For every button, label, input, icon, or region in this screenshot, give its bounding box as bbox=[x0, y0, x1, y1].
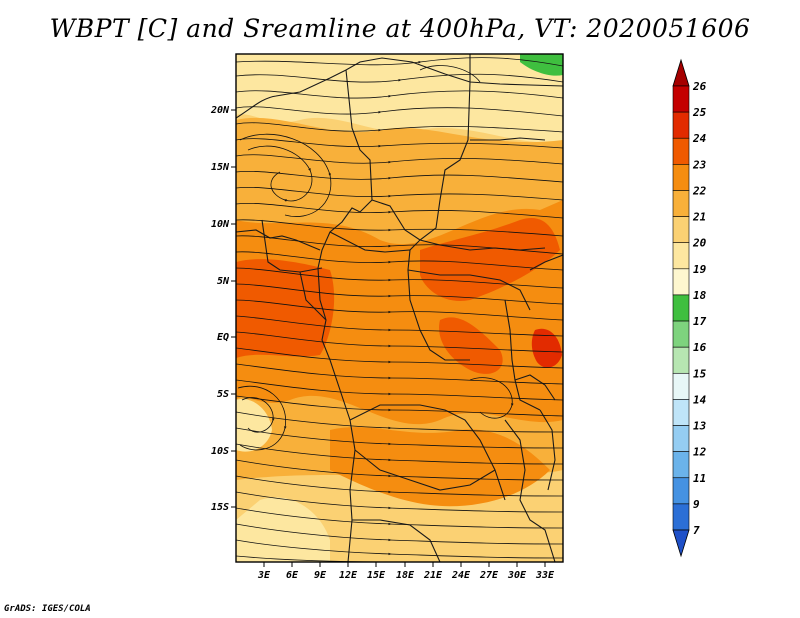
colorbar-swatch bbox=[672, 111, 690, 139]
lat-label-10s: 10S bbox=[211, 446, 229, 457]
colorbar-label: 12 bbox=[693, 446, 707, 459]
colorbar-label: 9 bbox=[693, 498, 700, 511]
shade-24c-east bbox=[531, 328, 562, 368]
colorbar-top-arrow bbox=[672, 58, 690, 87]
colorbar-label: 15 bbox=[693, 367, 707, 380]
lon-label-18e: 18E bbox=[396, 570, 415, 581]
colorbar-swatch bbox=[672, 190, 690, 217]
lon-label-27e: 27E bbox=[479, 570, 499, 581]
lon-label-21e: 21E bbox=[423, 570, 443, 581]
colorbar-swatch bbox=[672, 85, 690, 113]
lat-label-5s: 5S bbox=[217, 389, 229, 400]
lon-label-6e: 6E bbox=[286, 570, 299, 581]
streamlines bbox=[236, 57, 563, 562]
lon-label-12e: 12E bbox=[339, 570, 358, 581]
colorbar-label: 16 bbox=[693, 341, 707, 354]
colorbar-label: 20 bbox=[692, 237, 707, 250]
colorbar-swatch bbox=[672, 451, 690, 479]
grads-credit: GrADS: IGES/COLA bbox=[4, 604, 91, 614]
shade-20c-north bbox=[236, 54, 563, 143]
colorbar-swatch bbox=[672, 372, 690, 400]
shade-19c-patch bbox=[236, 399, 272, 452]
map-frame bbox=[235, 53, 564, 563]
colorbar-label: 14 bbox=[693, 393, 707, 406]
colorbar-label: 11 bbox=[693, 472, 706, 485]
map-figure: 20N 15N 10N 5N EQ 5S 10S 15S 3E 6E 9E 12… bbox=[210, 53, 707, 581]
lat-label-20n: 20N bbox=[210, 105, 230, 116]
colorbar-swatch bbox=[672, 294, 690, 322]
lat-label-15s: 15S bbox=[211, 502, 229, 513]
lon-label-30e: 30E bbox=[507, 570, 527, 581]
lat-labels: 20N 15N 10N 5N EQ 5S 10S 15S bbox=[210, 105, 230, 513]
colorbar-label: 19 bbox=[693, 263, 707, 276]
shade-18c-green bbox=[520, 54, 563, 76]
colorbar-label: 21 bbox=[692, 211, 706, 224]
lat-label-eq: EQ bbox=[217, 332, 229, 343]
lon-labels: 3E 6E 9E 12E 15E 18E 21E 24E 27E 30E 33E bbox=[257, 570, 555, 581]
colorbar-label: 23 bbox=[692, 158, 707, 171]
lat-axis bbox=[231, 109, 236, 508]
wbpt-shading bbox=[236, 54, 563, 562]
colorbar-label: 7 bbox=[693, 524, 700, 537]
lat-label-5n: 5N bbox=[217, 276, 230, 287]
lon-label-33e: 33E bbox=[535, 570, 555, 581]
colorbar: 26 25 24 23 22 21 20 19 18 17 16 15 14 13 12 11 9 7 bbox=[672, 58, 707, 558]
colorbar-swatch bbox=[672, 216, 690, 244]
colorbar-swatch bbox=[672, 425, 690, 452]
colorbar-swatch bbox=[672, 268, 690, 296]
colorbar-label: 18 bbox=[693, 289, 707, 302]
colorbar-swatch bbox=[672, 242, 690, 270]
shade-23c-central bbox=[420, 218, 560, 301]
lon-label-24e: 24E bbox=[451, 570, 471, 581]
colorbar-swatch bbox=[672, 164, 690, 191]
colorbar-swatch bbox=[672, 137, 690, 165]
lon-label-15e: 15E bbox=[367, 570, 386, 581]
lon-label-3e: 3E bbox=[257, 570, 271, 581]
colorbar-swatch bbox=[672, 477, 690, 505]
shade-23c-west bbox=[236, 259, 335, 358]
lat-label-10n: 10N bbox=[211, 219, 230, 230]
lon-axis bbox=[263, 562, 546, 567]
colorbar-label: 24 bbox=[692, 132, 707, 145]
colorbar-label: 25 bbox=[692, 106, 707, 119]
colorbar-swatch bbox=[672, 346, 690, 374]
colorbar-swatch bbox=[672, 399, 690, 426]
colorbar-label: 13 bbox=[693, 420, 707, 433]
shade-19c-south bbox=[236, 497, 330, 562]
lon-label-9e: 9E bbox=[314, 570, 327, 581]
colorbar-label: 17 bbox=[693, 315, 707, 328]
lat-label-15n: 15N bbox=[211, 162, 230, 173]
colorbar-label: 22 bbox=[692, 184, 707, 197]
colorbar-swatch bbox=[672, 503, 690, 531]
colorbar-swatch bbox=[672, 320, 690, 348]
colorbar-bottom-arrow bbox=[672, 529, 690, 558]
map-title: WBPT [C] and Sreamline at 400hPa, VT: 20… bbox=[49, 14, 751, 43]
colorbar-label: 26 bbox=[692, 80, 707, 93]
